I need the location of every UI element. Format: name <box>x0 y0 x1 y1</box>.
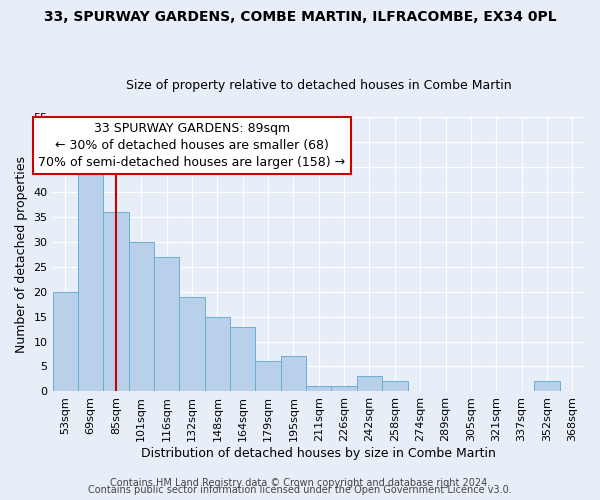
Title: Size of property relative to detached houses in Combe Martin: Size of property relative to detached ho… <box>126 79 512 92</box>
Y-axis label: Number of detached properties: Number of detached properties <box>15 156 28 352</box>
Bar <box>256 362 281 392</box>
Text: 33 SPURWAY GARDENS: 89sqm
← 30% of detached houses are smaller (68)
70% of semi-: 33 SPURWAY GARDENS: 89sqm ← 30% of detac… <box>38 122 346 169</box>
Bar <box>128 242 154 392</box>
Text: 33, SPURWAY GARDENS, COMBE MARTIN, ILFRACOMBE, EX34 0PL: 33, SPURWAY GARDENS, COMBE MARTIN, ILFRA… <box>44 10 556 24</box>
Text: Contains HM Land Registry data © Crown copyright and database right 2024.: Contains HM Land Registry data © Crown c… <box>110 478 490 488</box>
Bar <box>382 382 407 392</box>
Bar <box>281 356 306 392</box>
Bar <box>154 256 179 392</box>
Bar <box>53 292 78 392</box>
Bar <box>103 212 128 392</box>
Bar <box>534 382 560 392</box>
Bar <box>205 316 230 392</box>
X-axis label: Distribution of detached houses by size in Combe Martin: Distribution of detached houses by size … <box>142 447 496 460</box>
Bar <box>179 296 205 392</box>
Bar <box>331 386 357 392</box>
Bar <box>357 376 382 392</box>
Bar <box>230 326 256 392</box>
Bar <box>306 386 331 392</box>
Bar <box>78 166 103 392</box>
Text: Contains public sector information licensed under the Open Government Licence v3: Contains public sector information licen… <box>88 485 512 495</box>
